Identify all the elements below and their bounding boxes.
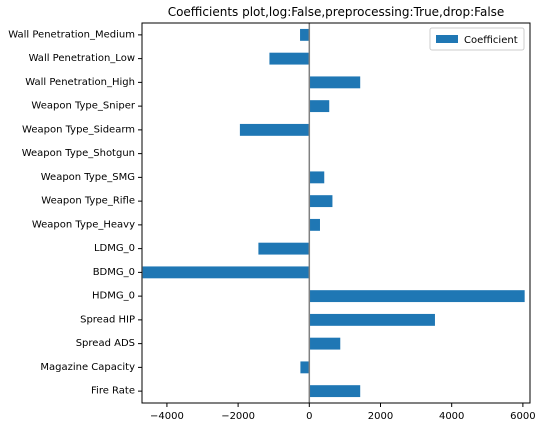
bar-magazine-capacity [300, 361, 310, 374]
x-tick-label: 0 [306, 411, 312, 422]
bar-weapon-type-rifle [309, 195, 333, 208]
y-tick-label: Weapon Type_SMG [41, 172, 135, 183]
bar-weapon-type-sniper [309, 100, 330, 113]
y-tick-label: Wall Penetration_Medium [8, 29, 135, 40]
y-tick-label: LDMG_0 [94, 243, 135, 254]
y-tick-label: BDMG_0 [93, 267, 135, 278]
bar-spread-ads [309, 337, 341, 350]
bar-weapon-type-sidearm [239, 123, 310, 136]
y-tick-label: Wall Penetration_Low [29, 53, 135, 64]
y-tick-label: Magazine Capacity [40, 362, 135, 373]
legend: Coefficient [429, 27, 525, 51]
bar-ldmg-0 [258, 242, 310, 255]
chart-title: Coefficients plot,log:False,preprocessin… [168, 5, 505, 19]
x-tick-label: −2000 [221, 411, 255, 422]
y-axis: Fire Rate Magazine Capacity Spread ADS Spre… [8, 29, 142, 397]
y-tick-label: Weapon Type_Shotgun [22, 148, 135, 159]
bar-wall-penetration-medium [300, 28, 310, 41]
y-tick-label: Spread ADS [76, 338, 135, 349]
bar-hdmg-0 [309, 290, 525, 303]
x-tick-label: 6000 [510, 411, 535, 422]
x-tick-label: −4000 [150, 411, 184, 422]
bar-wall-penetration-high [309, 76, 361, 89]
bar-weapon-type-heavy [309, 218, 320, 231]
y-tick-label: Weapon Type_Heavy [32, 219, 135, 230]
y-tick-label: Wall Penetration_High [25, 77, 135, 88]
bar-wall-penetration-low [269, 52, 310, 65]
y-tick-label: Weapon Type_Sniper [31, 101, 135, 112]
y-tick-label: Fire Rate [91, 386, 135, 397]
y-tick-label: Weapon Type_Sidearm [22, 124, 135, 135]
bar-bdmg-0 [142, 266, 310, 279]
legend-label: Coefficient [464, 35, 518, 46]
x-tick-label: 2000 [368, 411, 393, 422]
bar-spread-hip [309, 313, 435, 326]
x-tick-label: 4000 [439, 411, 464, 422]
bar-fire-rate [309, 385, 361, 398]
y-tick-label: Spread HIP [80, 314, 135, 325]
legend-box [429, 27, 525, 51]
y-tick-label: HDMG_0 [92, 291, 135, 302]
plot-frame [141, 22, 531, 404]
bar-weapon-type-smg [309, 171, 325, 184]
bars-layer [142, 28, 525, 398]
x-axis: −4000 −2000 0 2000 4000 6000 [150, 403, 536, 422]
y-tick-label: Weapon Type_Rifle [41, 196, 135, 207]
legend-swatch [436, 35, 458, 43]
